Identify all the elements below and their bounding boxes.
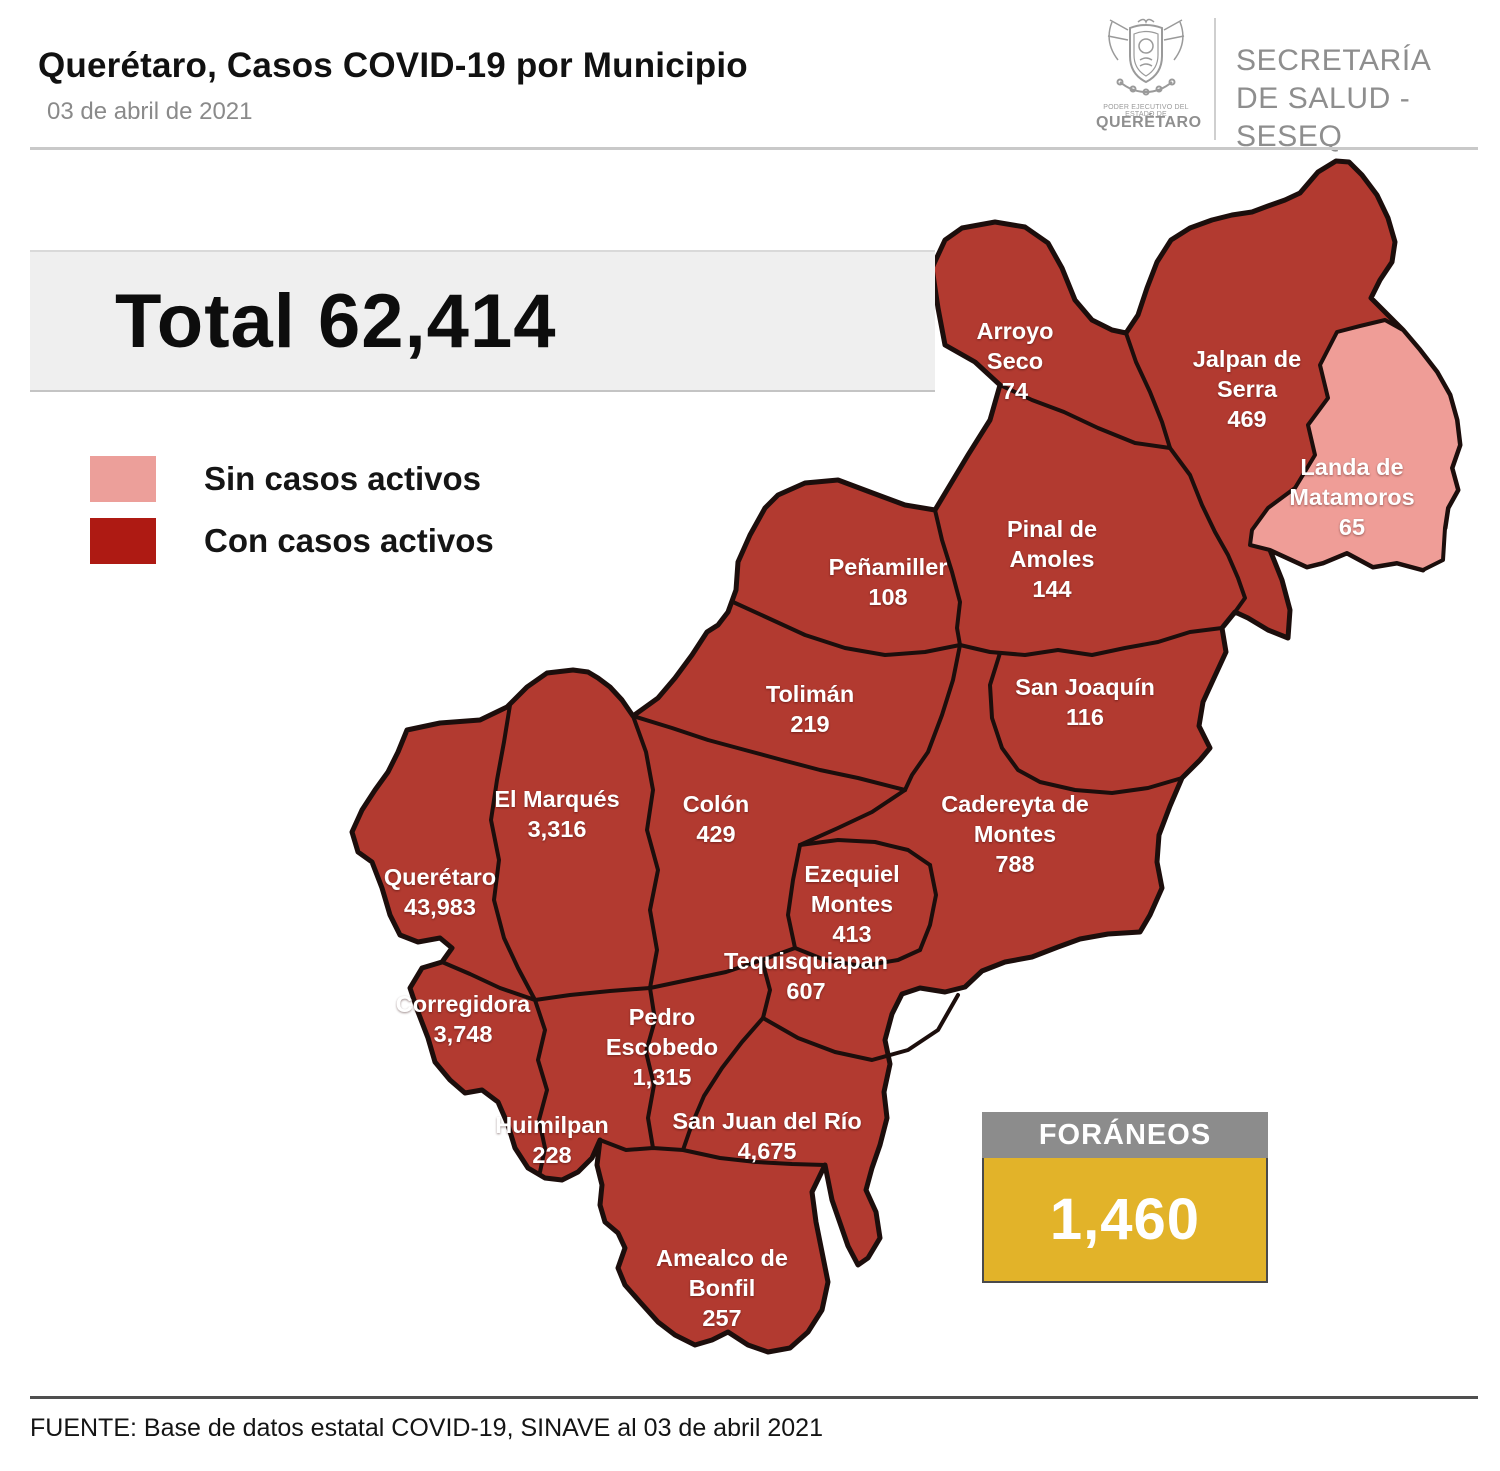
page-title: Querétaro, Casos COVID-19 por Municipio [38, 46, 748, 85]
logo-divider [1214, 18, 1216, 140]
legend-item-0: Sin casos activos [90, 456, 494, 502]
foraneos-box: FORÁNEOS 1,460 [982, 1112, 1268, 1283]
report-date: 03 de abril de 2021 [47, 98, 253, 125]
crest-caption-small: PODER EJECUTIVO DEL ESTADO DE [1103, 104, 1189, 118]
crest-caption: QUERÉTARO [1096, 114, 1202, 131]
total-cases-text: Total 62,414 [115, 278, 556, 365]
org-name-line1: SECRETARÍA [1236, 44, 1432, 77]
state-shape [349, 158, 1463, 1355]
legend-swatch-1 [90, 518, 156, 564]
total-cases-box: Total 62,414 [30, 250, 935, 392]
seseq-logo: PODER EJECUTIVO DEL ESTADO DE QUERÉTARO … [1096, 12, 1486, 153]
foraneos-header: FORÁNEOS [982, 1112, 1268, 1158]
total-label: Total [115, 278, 296, 364]
legend-item-1: Con casos activos [90, 518, 494, 564]
legend-swatch-0 [90, 456, 156, 502]
legend-label-1: Con casos activos [204, 522, 494, 559]
legend-label-0: Sin casos activos [204, 460, 481, 497]
landa-de-matamoros-shape [1248, 318, 1462, 572]
footer-divider [30, 1396, 1478, 1399]
foraneos-value: 1,460 [982, 1158, 1268, 1283]
queretaro-crest-icon [1107, 18, 1185, 96]
header-divider [30, 147, 1478, 150]
source-note: FUENTE: Base de datos estatal COVID-19, … [30, 1414, 823, 1442]
municipal-borders [440, 331, 1247, 1174]
legend: Sin casos activos Con casos activos [90, 456, 494, 580]
org-name: SECRETARÍA DE SALUD - SESEQ [1236, 42, 1486, 156]
total-value: 62,414 [318, 278, 557, 364]
